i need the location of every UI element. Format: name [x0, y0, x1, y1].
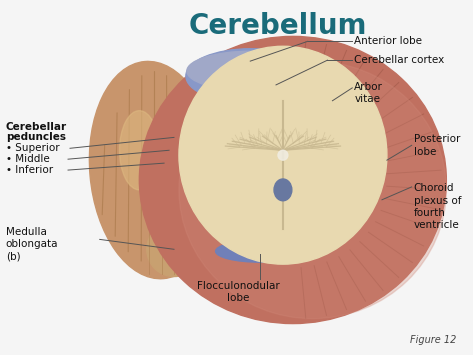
- Text: Flocculonodular
lobe: Flocculonodular lobe: [197, 281, 280, 303]
- Text: • Inferior: • Inferior: [6, 165, 53, 175]
- Text: Arbor
vitae: Arbor vitae: [354, 82, 383, 104]
- Text: Cerebellar cortex: Cerebellar cortex: [354, 55, 445, 65]
- Ellipse shape: [179, 46, 387, 264]
- Ellipse shape: [278, 150, 288, 160]
- Ellipse shape: [216, 240, 305, 262]
- Ellipse shape: [147, 222, 201, 277]
- Ellipse shape: [187, 51, 314, 91]
- Text: • Superior: • Superior: [6, 143, 59, 153]
- Ellipse shape: [120, 111, 159, 190]
- Ellipse shape: [274, 179, 292, 201]
- Ellipse shape: [172, 175, 216, 205]
- Ellipse shape: [214, 173, 239, 207]
- Text: • Middle: • Middle: [6, 154, 49, 164]
- Text: Figure 12: Figure 12: [410, 335, 456, 345]
- Ellipse shape: [182, 93, 236, 138]
- Text: peduncles: peduncles: [6, 132, 66, 142]
- Ellipse shape: [206, 105, 330, 126]
- Ellipse shape: [186, 49, 315, 103]
- Ellipse shape: [179, 133, 228, 168]
- Ellipse shape: [140, 36, 447, 323]
- Text: Medulla
oblongata
(b): Medulla oblongata (b): [6, 227, 58, 262]
- Text: Anterior lobe: Anterior lobe: [354, 36, 422, 47]
- Text: Choroid
plexus of
fourth
ventricle: Choroid plexus of fourth ventricle: [414, 183, 461, 230]
- Ellipse shape: [89, 61, 219, 279]
- Text: Posterior
lobe: Posterior lobe: [414, 134, 460, 157]
- Ellipse shape: [179, 61, 447, 319]
- Text: Cerebellum: Cerebellum: [189, 12, 367, 40]
- Text: Cerebellar: Cerebellar: [6, 122, 67, 132]
